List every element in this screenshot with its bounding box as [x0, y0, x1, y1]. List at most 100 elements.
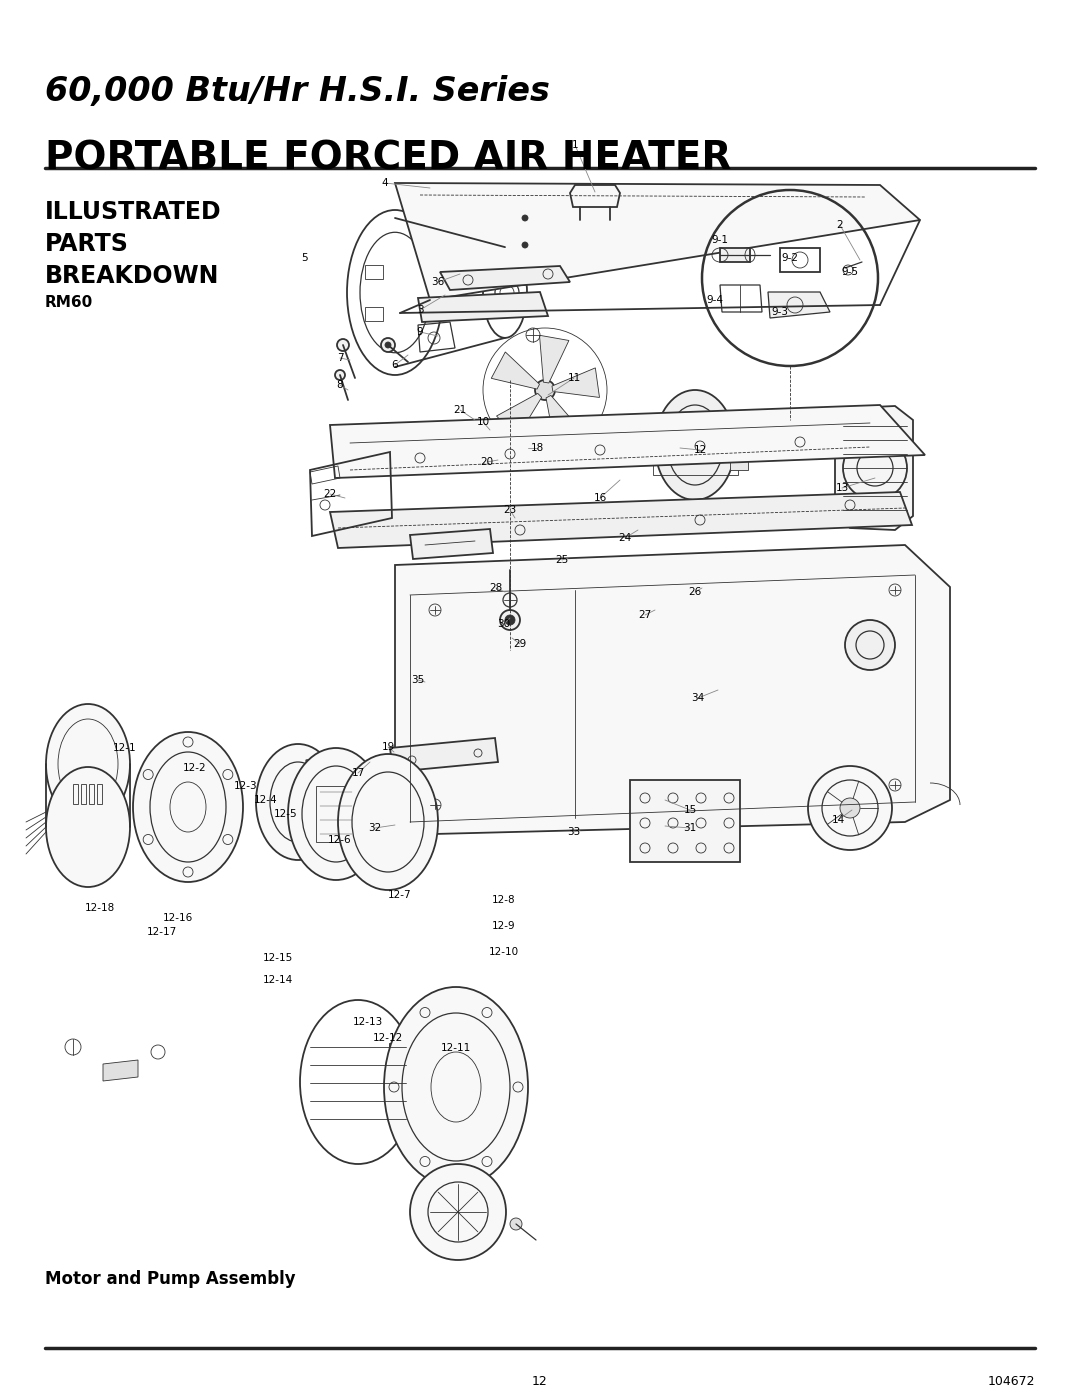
Ellipse shape [384, 988, 528, 1187]
Text: 104672: 104672 [987, 1375, 1035, 1389]
Text: 1: 1 [571, 140, 578, 149]
Polygon shape [390, 1044, 433, 1122]
Text: 27: 27 [638, 610, 651, 620]
Ellipse shape [133, 732, 243, 882]
Text: 11: 11 [567, 373, 581, 383]
Polygon shape [390, 738, 498, 773]
Text: 33: 33 [567, 827, 581, 837]
Text: 26: 26 [688, 587, 702, 597]
Text: 15: 15 [684, 805, 697, 814]
Text: 12-4: 12-4 [254, 795, 278, 805]
Bar [365, 264, 383, 278]
Circle shape [510, 1218, 522, 1229]
Polygon shape [570, 184, 620, 207]
Ellipse shape [338, 754, 438, 890]
Circle shape [845, 620, 895, 671]
Text: 12-13: 12-13 [353, 1017, 383, 1027]
Text: ILLUSTRATED: ILLUSTRATED [45, 200, 221, 224]
Text: 60,000 Btu/Hr H.S.I. Series: 60,000 Btu/Hr H.S.I. Series [45, 75, 550, 108]
Text: PARTS: PARTS [45, 232, 129, 256]
Text: 12-2: 12-2 [184, 763, 206, 773]
Text: 32: 32 [368, 823, 381, 833]
Text: 3: 3 [417, 305, 423, 314]
Text: 12: 12 [693, 446, 706, 455]
Text: RM60: RM60 [45, 295, 93, 310]
Text: 24: 24 [619, 534, 632, 543]
Text: 14: 14 [832, 814, 845, 826]
Text: 23: 23 [503, 504, 516, 515]
Bar [720, 249, 750, 263]
Circle shape [808, 766, 892, 849]
Bar [653, 414, 738, 475]
Text: 12: 12 [532, 1375, 548, 1389]
Text: 35: 35 [411, 675, 424, 685]
Text: 28: 28 [489, 583, 502, 592]
Polygon shape [540, 335, 569, 383]
Text: 12-3: 12-3 [234, 781, 258, 791]
Text: 12-10: 12-10 [489, 947, 519, 957]
Text: 36: 36 [431, 277, 445, 286]
Polygon shape [395, 545, 950, 835]
Text: 12-17: 12-17 [147, 928, 177, 937]
Text: 12-9: 12-9 [492, 921, 516, 930]
Ellipse shape [654, 390, 735, 500]
Text: 9: 9 [417, 327, 423, 337]
Text: 17: 17 [351, 768, 365, 778]
Text: 16: 16 [593, 493, 607, 503]
Text: 13: 13 [835, 483, 849, 493]
Circle shape [384, 342, 391, 348]
Text: 22: 22 [323, 489, 337, 499]
Text: 34: 34 [691, 693, 704, 703]
Text: 9-1: 9-1 [712, 235, 729, 244]
Bar [630, 780, 740, 862]
Bar [730, 420, 748, 469]
Text: 25: 25 [555, 555, 569, 564]
Text: 12-12: 12-12 [373, 1032, 403, 1044]
Text: 8: 8 [337, 380, 343, 390]
Text: 12-8: 12-8 [492, 895, 516, 905]
Text: 2: 2 [837, 219, 843, 231]
Text: 19: 19 [381, 742, 394, 752]
Ellipse shape [46, 767, 130, 887]
Polygon shape [768, 292, 831, 319]
Text: 7: 7 [337, 353, 343, 363]
Text: 9-3: 9-3 [771, 307, 788, 317]
Circle shape [522, 215, 528, 221]
Text: 9-2: 9-2 [782, 253, 798, 263]
Polygon shape [103, 1060, 138, 1081]
Circle shape [535, 380, 555, 400]
Text: 9-4: 9-4 [706, 295, 724, 305]
Text: PORTABLE FORCED AIR HEATER: PORTABLE FORCED AIR HEATER [45, 140, 731, 177]
Bar [97, 784, 102, 805]
Text: BREAKDOWN: BREAKDOWN [45, 264, 219, 288]
Polygon shape [440, 265, 570, 291]
Bar [81, 784, 86, 805]
Text: 12-16: 12-16 [163, 914, 193, 923]
Text: 6: 6 [392, 360, 399, 370]
Text: 21: 21 [454, 405, 467, 415]
Polygon shape [330, 405, 924, 478]
Text: 12-5: 12-5 [274, 809, 298, 819]
Text: 10: 10 [476, 416, 489, 427]
Text: 31: 31 [684, 823, 697, 833]
Circle shape [522, 242, 528, 249]
Circle shape [381, 338, 395, 352]
Text: 12-15: 12-15 [262, 953, 293, 963]
Bar [73, 784, 78, 805]
Polygon shape [835, 407, 913, 529]
Polygon shape [418, 292, 548, 321]
Circle shape [505, 615, 515, 624]
Polygon shape [410, 529, 492, 559]
Text: 30: 30 [498, 619, 511, 629]
Text: 12-18: 12-18 [85, 902, 116, 914]
Text: 12-6: 12-6 [328, 835, 352, 845]
Text: Motor and Pump Assembly: Motor and Pump Assembly [45, 1270, 296, 1288]
Text: 20: 20 [481, 457, 494, 467]
Polygon shape [395, 183, 920, 300]
Text: 12-1: 12-1 [113, 743, 137, 753]
Bar [365, 306, 383, 320]
Bar [89, 784, 94, 805]
Circle shape [500, 610, 519, 630]
Ellipse shape [256, 745, 340, 861]
Circle shape [840, 798, 860, 819]
